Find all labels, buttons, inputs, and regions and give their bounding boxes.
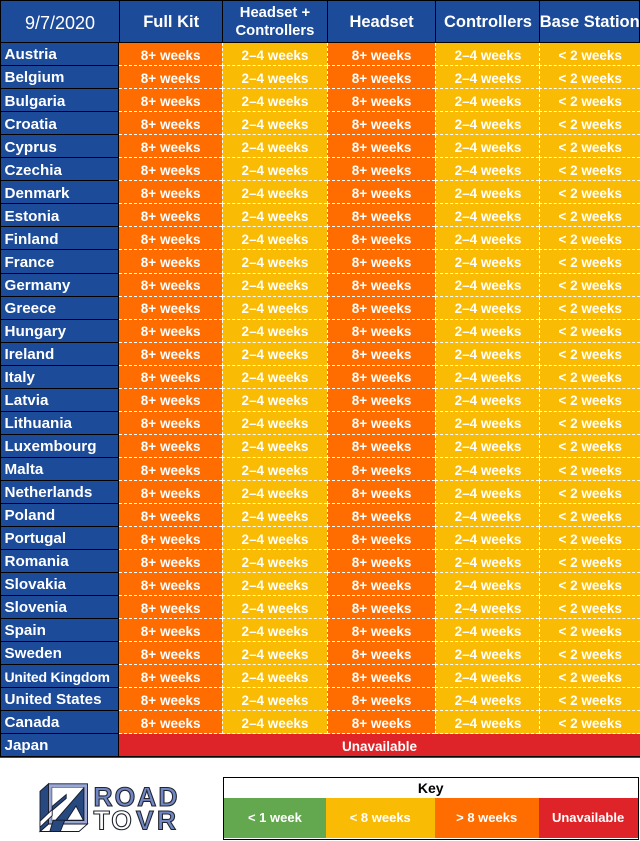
svg-text:VR: VR (136, 805, 179, 835)
svg-text:TO: TO (94, 805, 134, 835)
svg-text:ROAD: ROAD (94, 782, 180, 812)
